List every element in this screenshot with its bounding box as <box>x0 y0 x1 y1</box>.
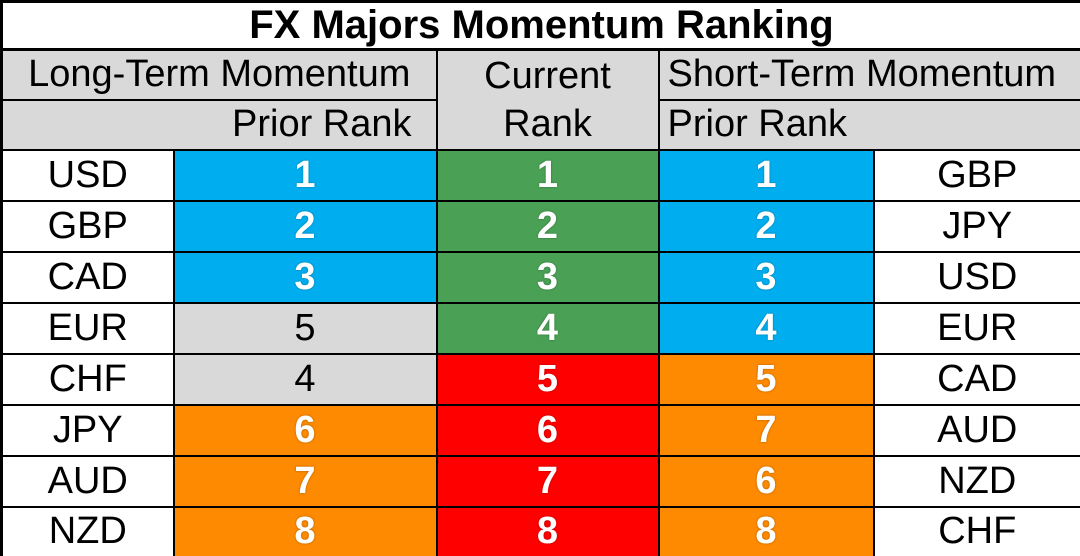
table-row: JPY 6 6 7 AUD <box>0 403 1080 457</box>
right-currency-cell: CAD <box>872 352 1080 406</box>
table-row: CHF 4 5 5 CAD <box>0 352 1080 406</box>
current-rank-cell: 2 <box>435 199 660 253</box>
short-term-prior-rank-cell: 6 <box>657 454 875 508</box>
left-currency-cell: NZD <box>0 505 175 556</box>
right-currency-cell: JPY <box>872 199 1080 253</box>
right-currency-cell: CHF <box>872 505 1080 556</box>
current-rank-cell: 1 <box>435 148 660 202</box>
current-rank-cell: 6 <box>435 403 660 457</box>
current-rank-cell: 8 <box>435 505 660 556</box>
header-current-rank-line1: Current <box>484 54 611 97</box>
right-currency-cell: USD <box>872 250 1080 304</box>
left-currency-cell: CAD <box>0 250 175 304</box>
header-short-term-momentum: Short-Term Momentum <box>657 48 1080 101</box>
left-currency-cell: CHF <box>0 352 175 406</box>
right-currency-cell: EUR <box>872 301 1080 355</box>
long-term-prior-rank-cell: 6 <box>172 403 438 457</box>
table-body: USD 1 1 1 GBP GBP 2 2 2 JPY CAD 3 3 3 USD EUR 5 4 4 EUR CHF 4… <box>0 148 1080 556</box>
long-term-prior-rank-cell: 5 <box>172 301 438 355</box>
short-term-prior-rank-cell: 5 <box>657 352 875 406</box>
left-currency-cell: GBP <box>0 199 175 253</box>
short-term-prior-rank-cell: 2 <box>657 199 875 253</box>
left-currency-cell: AUD <box>0 454 175 508</box>
header-long-term-momentum: Long-Term Momentum <box>0 48 438 101</box>
long-term-prior-rank-cell: 3 <box>172 250 438 304</box>
header-row-group: Long-Term Momentum Current Rank Short-Te… <box>0 48 1080 151</box>
page-title: FX Majors Momentum Ranking <box>0 0 1080 51</box>
table-row: EUR 5 4 4 EUR <box>0 301 1080 355</box>
right-currency-cell: GBP <box>872 148 1080 202</box>
short-term-prior-rank-cell: 3 <box>657 250 875 304</box>
table-row: USD 1 1 1 GBP <box>0 148 1080 202</box>
short-term-prior-rank-cell: 7 <box>657 403 875 457</box>
left-currency-cell: USD <box>0 148 175 202</box>
left-currency-cell: EUR <box>0 301 175 355</box>
table-row: CAD 3 3 3 USD <box>0 250 1080 304</box>
table-row: GBP 2 2 2 JPY <box>0 199 1080 253</box>
long-term-prior-rank-cell: 1 <box>172 148 438 202</box>
header-long-term-prior-rank: Prior Rank <box>0 98 438 151</box>
current-rank-cell: 7 <box>435 454 660 508</box>
table-row: AUD 7 7 6 NZD <box>0 454 1080 508</box>
right-currency-cell: NZD <box>872 454 1080 508</box>
short-term-prior-rank-cell: 8 <box>657 505 875 556</box>
long-term-prior-rank-cell: 2 <box>172 199 438 253</box>
header-current-rank-line2: Rank <box>503 102 592 145</box>
long-term-prior-rank-cell: 7 <box>172 454 438 508</box>
header-current-rank: Current Rank <box>435 48 660 151</box>
current-rank-cell: 5 <box>435 352 660 406</box>
current-rank-cell: 3 <box>435 250 660 304</box>
short-term-prior-rank-cell: 1 <box>657 148 875 202</box>
header-row-prior: Prior Rank Prior Rank <box>0 98 1080 151</box>
current-rank-cell: 4 <box>435 301 660 355</box>
long-term-prior-rank-cell: 4 <box>172 352 438 406</box>
header-short-term-prior-rank: Prior Rank <box>657 98 1080 151</box>
right-currency-cell: AUD <box>872 403 1080 457</box>
table-row: NZD 8 8 8 CHF <box>0 505 1080 556</box>
left-currency-cell: JPY <box>0 403 175 457</box>
title-row: FX Majors Momentum Ranking <box>0 0 1080 51</box>
short-term-prior-rank-cell: 4 <box>657 301 875 355</box>
long-term-prior-rank-cell: 8 <box>172 505 438 556</box>
